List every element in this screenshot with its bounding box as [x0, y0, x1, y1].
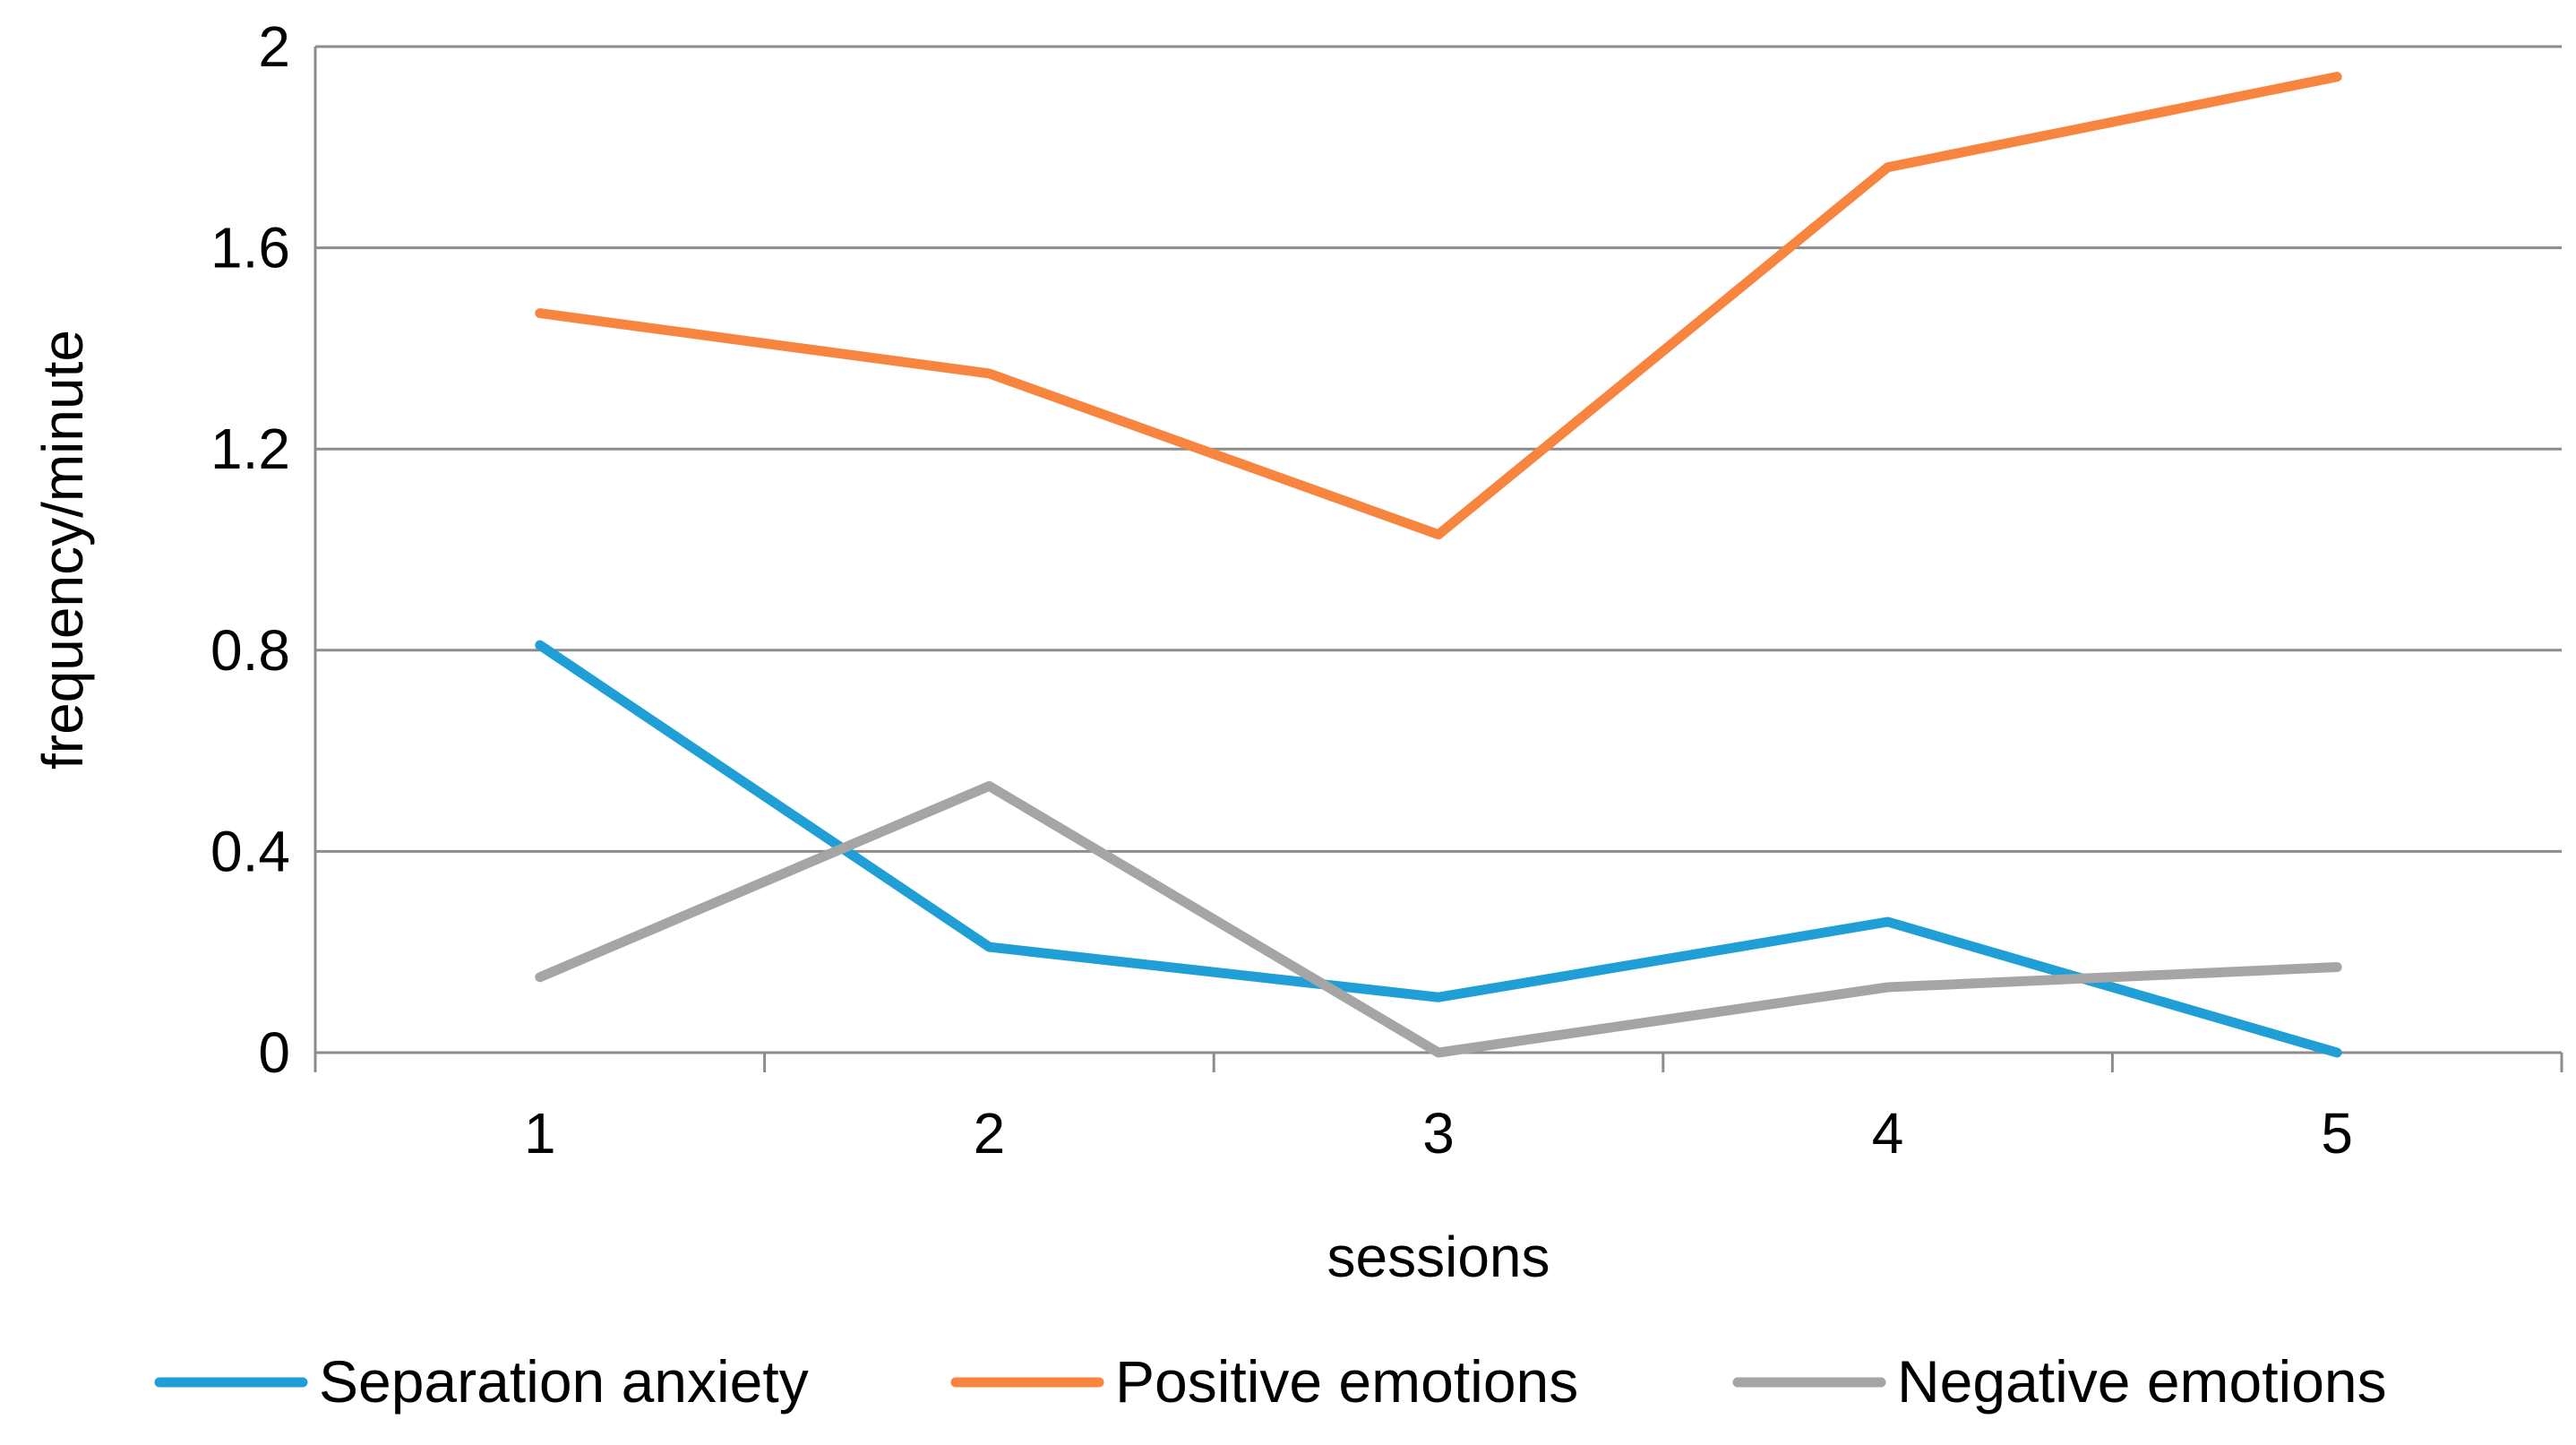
series-line-separation-anxiety [535, 640, 2342, 1058]
grid-lines [315, 45, 2562, 853]
data-point [1885, 165, 1890, 169]
data-point [1437, 1051, 1440, 1054]
series-line-positive-emotions [535, 72, 2342, 540]
x-tick-labels: 1 2 3 4 5 [524, 1101, 2353, 1165]
series-lines [535, 72, 2342, 1058]
x-tick-label: 3 [1422, 1101, 1455, 1165]
x-tick-label: 4 [1872, 1101, 1904, 1165]
y-tick-label: 0.8 [210, 618, 290, 683]
data-point [1437, 532, 1440, 537]
legend-label: Positive emotions [1115, 1348, 1578, 1415]
y-tick-label: 1.2 [210, 417, 290, 481]
data-point [537, 311, 542, 315]
x-tick-label: 5 [2321, 1101, 2353, 1165]
data-point [987, 371, 992, 375]
legend-label: Separation anxiety [319, 1348, 809, 1415]
data-point [1885, 985, 1890, 990]
data-point [537, 643, 542, 648]
data-point [1437, 995, 1440, 1000]
y-axis-title: frequency/minute [30, 330, 95, 770]
data-point [2335, 1051, 2340, 1054]
y-tick-label: 0 [258, 1020, 290, 1085]
data-point [987, 784, 992, 788]
x-axis [313, 47, 2563, 1072]
legend-label: Negative emotions [1897, 1348, 2387, 1415]
y-tick-label: 0.4 [210, 819, 290, 883]
legend: Separation anxiety Positive emotions Negat… [154, 1348, 2387, 1415]
x-tick-label: 2 [974, 1101, 1006, 1165]
y-tick-label: 2 [258, 14, 290, 79]
y-tick-labels: 0 0.4 0.8 1.2 1.6 2 [210, 14, 290, 1085]
x-axis-title: sessions [1327, 1225, 1550, 1289]
data-point [537, 975, 542, 979]
x-tick-label: 1 [524, 1101, 556, 1165]
y-tick-label: 1.6 [210, 216, 290, 280]
data-point [987, 945, 992, 950]
data-point [2335, 965, 2340, 969]
data-point [2335, 74, 2340, 79]
data-point [1885, 920, 1890, 925]
